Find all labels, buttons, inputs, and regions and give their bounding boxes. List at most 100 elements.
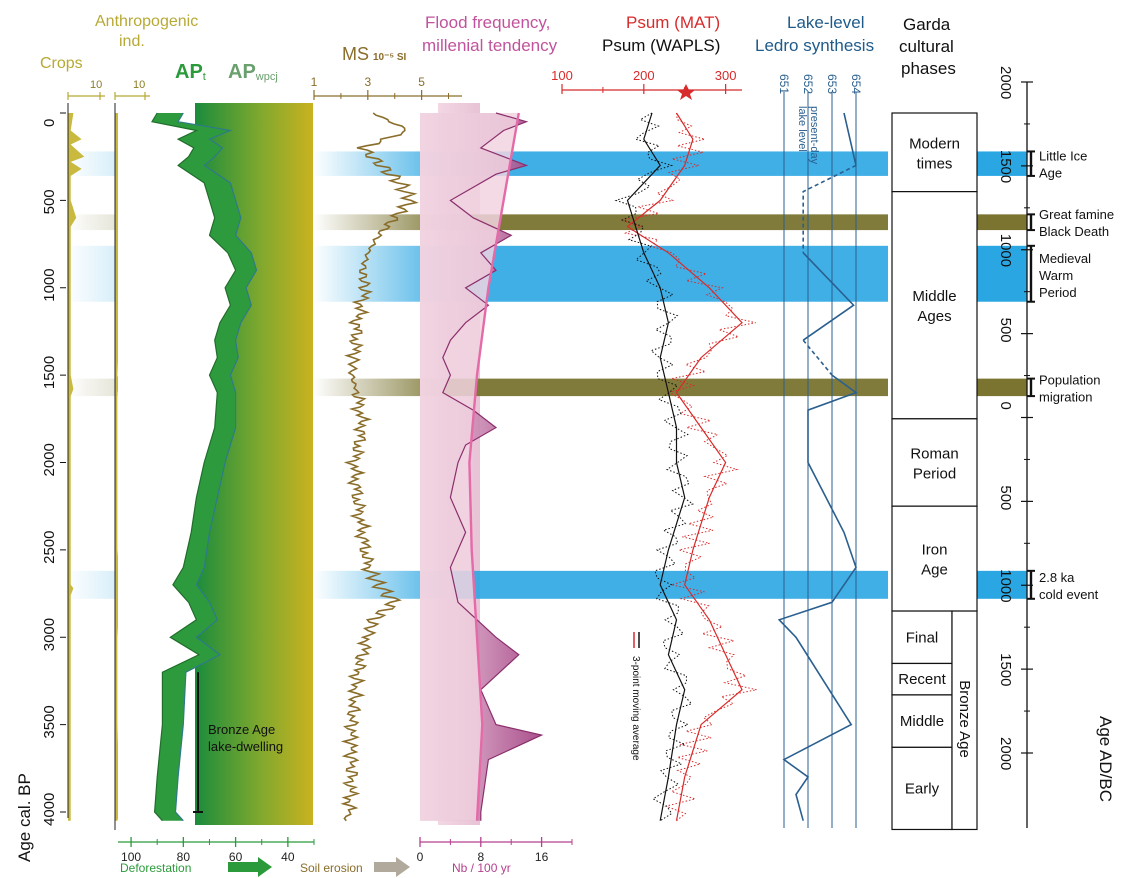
ad-tick-label: 2000 [997, 66, 1014, 99]
lake-dwelling-label: Bronze Age [208, 722, 275, 737]
lake-tick-label: 652 [801, 74, 815, 94]
crops-panel: 10 [67, 79, 105, 821]
crops-scale-label: 10 [90, 79, 102, 91]
ad-tick-label: 1500 [997, 150, 1014, 183]
ad-tick-label: 1000 [997, 234, 1014, 267]
event-band [438, 214, 888, 231]
age-axes: 0500100015002000250030003500400020001500… [41, 66, 1033, 828]
phase-box [891, 191, 978, 420]
event-label: migration [1039, 389, 1092, 404]
event-band-ms [313, 245, 438, 302]
bronze-age-box [951, 610, 978, 831]
ap-tick-label: 100 [121, 850, 141, 864]
present-level-label-2: lake level [796, 106, 808, 152]
deforestation-arrow [228, 857, 272, 877]
event-label: 2.8 ka [1039, 570, 1075, 585]
event-band-ms [313, 214, 438, 231]
bronze-age-label: Bronze Age [956, 680, 973, 758]
garda-title-3: phases [901, 59, 956, 78]
lake-line-dashed [802, 164, 857, 253]
star-icon [677, 84, 695, 100]
ms-tick-label: 5 [418, 75, 425, 89]
event-label: Period [1039, 285, 1077, 300]
bp-tick-label: 2500 [41, 531, 58, 564]
phase-box [891, 418, 978, 507]
crops-area [68, 113, 85, 821]
moving-average-label: 3-point moving average [630, 656, 641, 761]
ap-mask [118, 103, 236, 830]
age-ad-title: Age AD/BC [1096, 716, 1115, 802]
psum-mat-dotted [620, 112, 757, 822]
event-band [438, 245, 888, 302]
bp-tick-label: 2000 [41, 443, 58, 476]
phase-label-2: times [917, 155, 953, 172]
anthropogenic-title-2: ind. [119, 33, 145, 50]
event-label: Little Ice [1039, 149, 1087, 164]
event-band-right [977, 151, 1027, 176]
soil-erosion-arrow [374, 857, 410, 877]
ms-tick-label: 1 [311, 75, 318, 89]
ap-tick-label: 80 [177, 850, 191, 864]
flood-title: Flood frequency, [425, 13, 550, 32]
flood-tick-label: 16 [535, 850, 549, 864]
phase-label: Early [905, 780, 940, 797]
ad-tick-label: 1000 [997, 569, 1014, 602]
event-label: Great famine [1039, 207, 1114, 222]
phase-label: Roman [910, 446, 958, 463]
event-band [438, 378, 888, 397]
bp-tick-label: 4000 [41, 793, 58, 826]
psum-tick-label: 300 [715, 68, 737, 83]
phase-label: Middle [912, 288, 956, 305]
ms-panel: 1 3 5 [311, 75, 462, 822]
psum-tick-label: 100 [551, 68, 573, 83]
ms-line [340, 112, 419, 822]
event-label: Black Death [1039, 224, 1109, 239]
phase-label: Iron [922, 542, 948, 559]
phase-label: Modern [909, 135, 960, 152]
phase-label-2: Age [921, 562, 948, 579]
ad-tick-label: 1500 [997, 653, 1014, 686]
lake-tick-label: 651 [777, 74, 791, 94]
bp-tick-label: 1500 [41, 356, 58, 389]
psum-wapls-dotted [614, 112, 694, 822]
flood-panel: 0 8 16 [417, 112, 573, 864]
event-labels: Little Ice Age Great famine Black Death Medi… [1027, 149, 1114, 602]
anthropogenic-title: Anthropogenic [95, 13, 198, 30]
flood-line [442, 112, 544, 821]
ap-t-title: APt [175, 61, 206, 83]
event-band-right [977, 570, 1027, 599]
phase-box [891, 112, 978, 193]
age-bp-title: Age cal. BP [15, 773, 34, 862]
lake-line [777, 374, 858, 821]
lake-title-2: Ledro synthesis [755, 36, 874, 55]
crops-title: Crops [40, 55, 83, 72]
psum-tick-label: 200 [633, 68, 655, 83]
event-label: Age [1039, 166, 1062, 181]
phase-label: Recent [898, 671, 946, 688]
bp-tick-label: 0 [41, 119, 58, 127]
present-level-label: present-day [808, 106, 820, 165]
garda-title-2: cultural [899, 37, 954, 56]
flood-tick-label: 8 [477, 850, 484, 864]
event-band-ms [313, 378, 438, 397]
psum-mat-title: Psum (MAT) [626, 13, 720, 32]
soil-erosion-label: Soil erosion [300, 861, 363, 875]
apt-line [151, 112, 237, 822]
anthropogenic-scale-label: 10 [133, 79, 145, 91]
event-band-right [977, 245, 1027, 302]
phase-label-2: Ages [917, 308, 951, 325]
ms-title: MS 10⁻⁵ SI [342, 44, 407, 64]
deforestation-label: Deforestation [120, 861, 191, 875]
bp-tick-label: 1000 [41, 268, 58, 301]
lake-title: Lake-level [787, 13, 865, 32]
bp-tick-label: 3000 [41, 618, 58, 651]
flood-tick-label: 0 [417, 850, 424, 864]
lake-line [843, 112, 857, 166]
lake-dwelling-label-2: lake-dwelling [208, 739, 283, 754]
psum-mat-line [626, 112, 743, 821]
flood-trend-line [468, 112, 520, 821]
lake-tick-label: 653 [825, 74, 839, 94]
event-band-right [977, 214, 1027, 231]
